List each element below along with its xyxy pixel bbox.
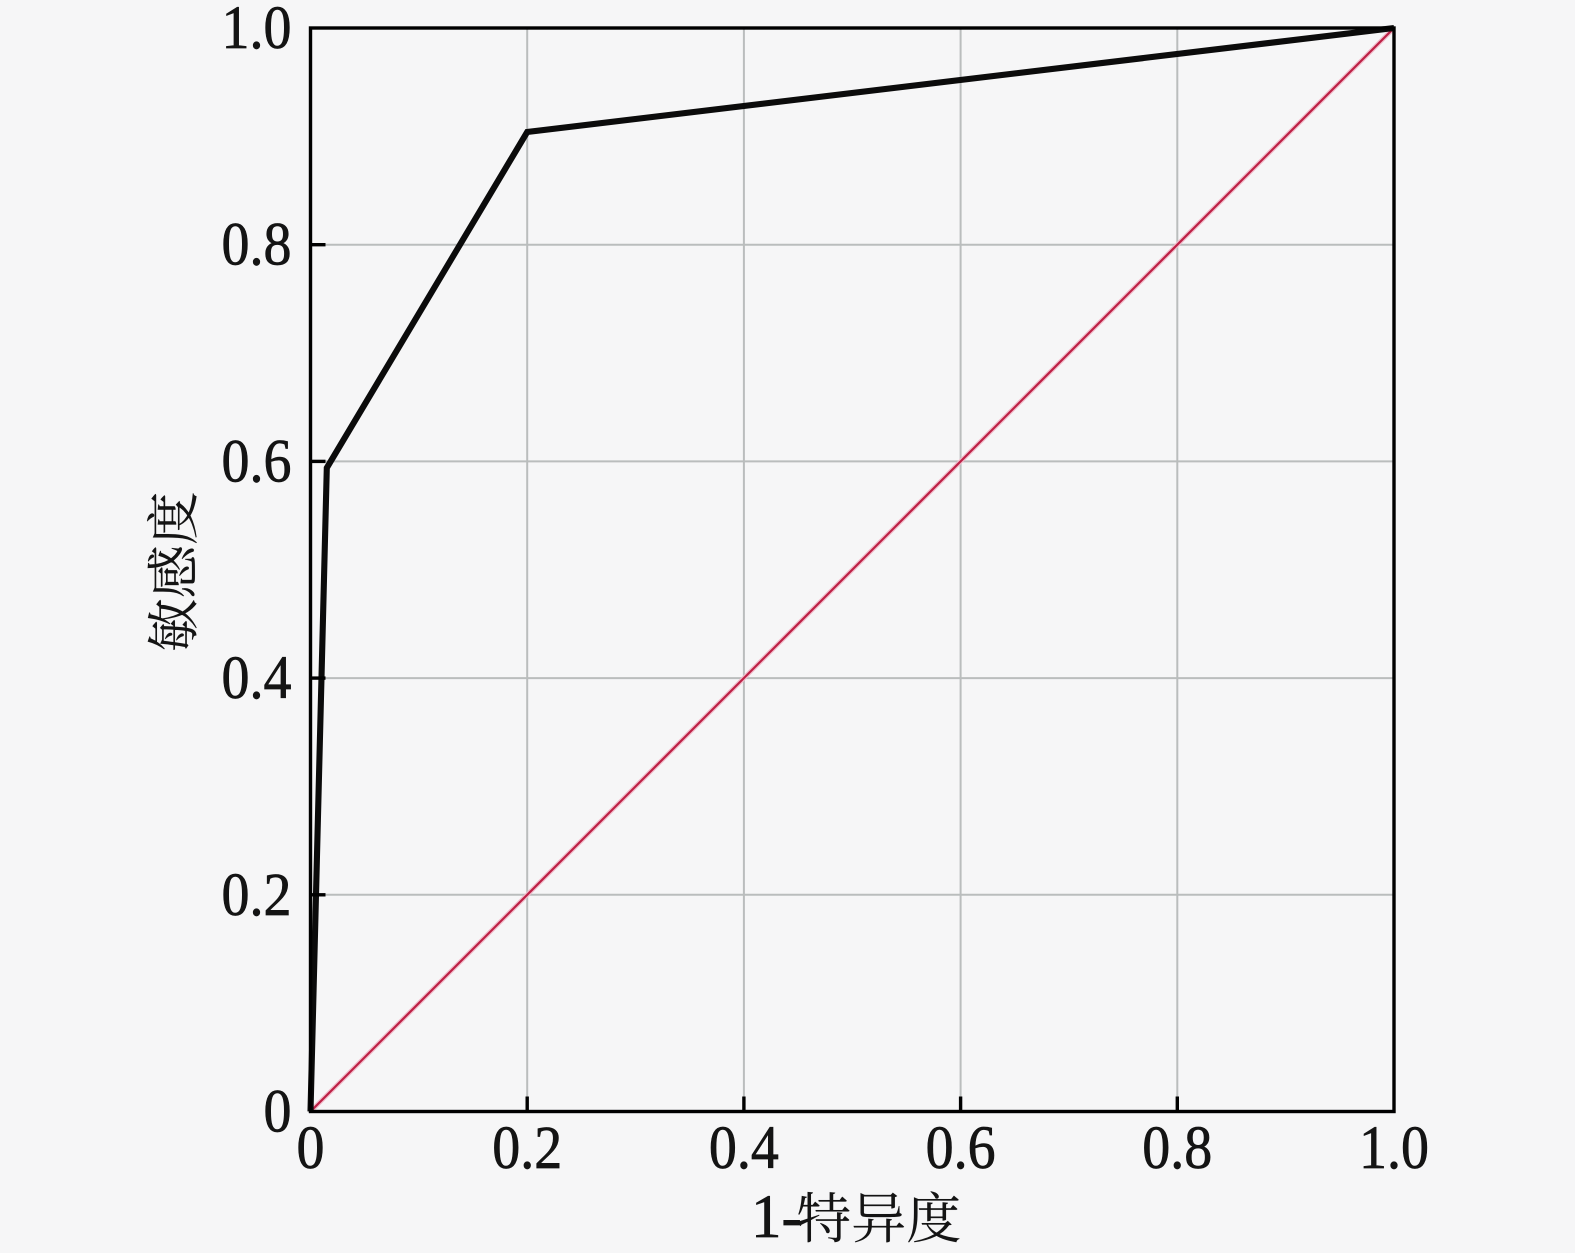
svg-text:0.2: 0.2 [492, 1115, 562, 1182]
svg-text:0.6: 0.6 [222, 428, 292, 495]
svg-text:0.8: 0.8 [222, 212, 292, 279]
svg-text:0.2: 0.2 [222, 862, 292, 929]
svg-text:0: 0 [264, 1079, 292, 1146]
svg-text:1-: 1- [751, 1184, 802, 1251]
svg-text:0.8: 0.8 [1142, 1115, 1212, 1182]
svg-text:0: 0 [297, 1115, 325, 1182]
svg-text:0.4: 0.4 [222, 645, 292, 712]
svg-text:0.6: 0.6 [926, 1115, 996, 1182]
svg-text:0.4: 0.4 [709, 1115, 779, 1182]
svg-text:1.0: 1.0 [222, 0, 292, 62]
svg-text:1.0: 1.0 [1359, 1115, 1429, 1182]
